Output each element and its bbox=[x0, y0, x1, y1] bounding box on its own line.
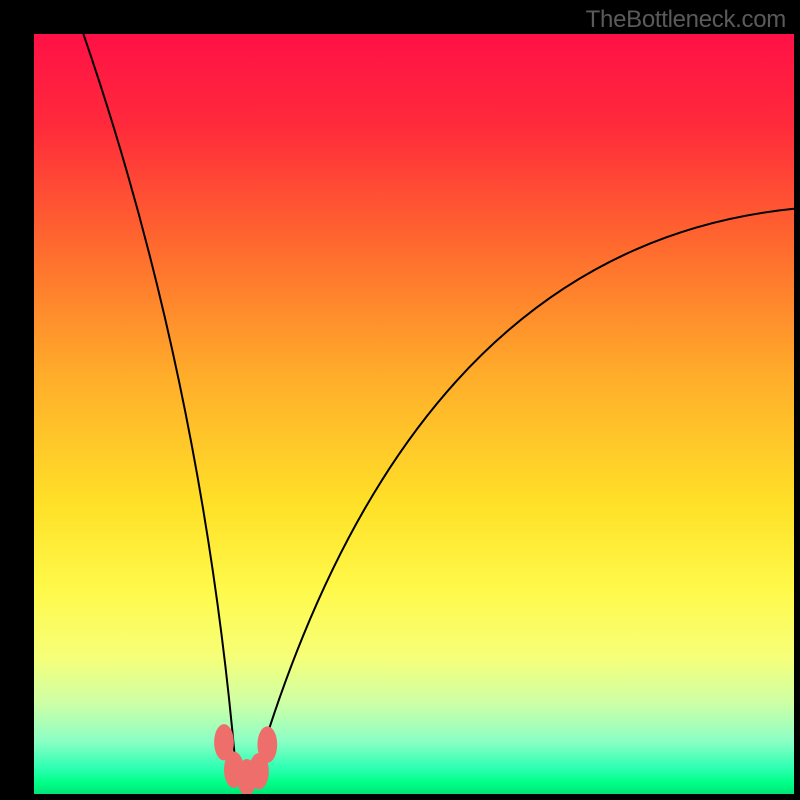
watermark-text: TheBottleneck.com bbox=[586, 6, 786, 34]
bottleneck-chart bbox=[34, 34, 794, 794]
valley-marker bbox=[257, 726, 277, 762]
chart-svg bbox=[34, 34, 794, 794]
gradient-background bbox=[34, 34, 794, 794]
